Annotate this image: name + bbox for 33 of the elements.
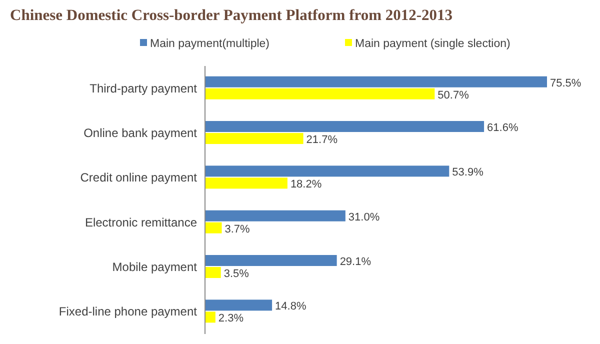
bar <box>205 133 304 144</box>
data-label: 18.2% <box>290 178 322 191</box>
y-tick-label: Credit online payment <box>80 170 198 185</box>
data-label: 50.7% <box>438 89 470 102</box>
bar <box>205 88 435 100</box>
bar <box>205 210 346 222</box>
bar <box>205 121 484 132</box>
bar <box>205 178 288 189</box>
y-tick-label: Online bank payment <box>84 126 198 140</box>
y-tick-label: Electronic remittance <box>84 215 198 230</box>
bar <box>205 267 221 278</box>
data-label: 75.5% <box>550 77 582 90</box>
bar <box>205 222 222 234</box>
data-label: 61.6% <box>487 122 518 134</box>
y-tick-label: Fixed-line phone payment <box>58 304 198 319</box>
data-label: 53.9% <box>452 166 484 179</box>
data-label: 21.7% <box>306 134 338 146</box>
y-tick-label: Mobile payment <box>112 260 198 274</box>
y-tick-label: Third-party payment <box>90 81 198 96</box>
data-label: 14.8% <box>275 300 306 313</box>
bar <box>205 312 216 323</box>
bar <box>205 255 337 266</box>
bar <box>205 300 272 311</box>
data-label: 29.1% <box>340 256 372 268</box>
chart-title: Chinese Domestic Cross-border Payment Platform from 2012-2013 <box>10 7 453 24</box>
data-label: 2.3% <box>218 312 244 325</box>
data-label: 31.0% <box>348 211 380 224</box>
legend-label: Main payment (single slection) <box>355 38 510 50</box>
bar <box>205 166 450 177</box>
data-label: 3.7% <box>224 223 250 236</box>
data-label: 3.5% <box>224 268 250 280</box>
legend-label: Main payment(multiple) <box>150 38 270 50</box>
bar <box>205 76 547 88</box>
